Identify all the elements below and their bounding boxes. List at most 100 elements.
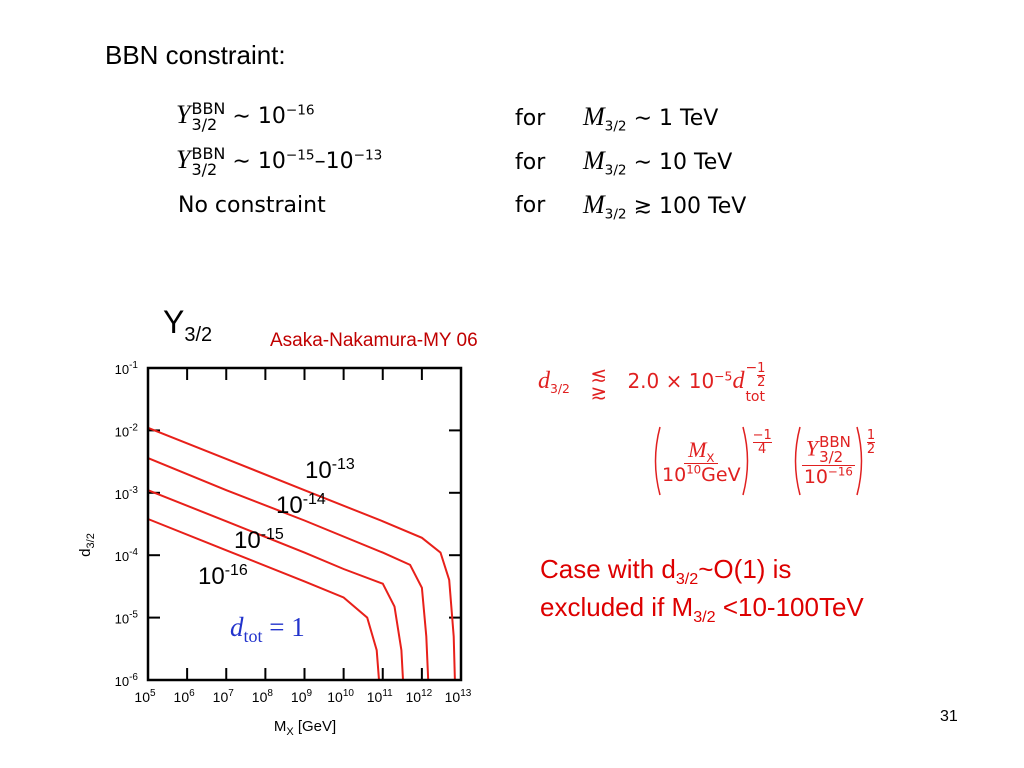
tick-base: 10 xyxy=(445,689,461,705)
pow1-num: 1 xyxy=(763,427,772,443)
label-exp: -15 xyxy=(261,526,284,543)
annotation: dtot = 1 xyxy=(230,612,305,646)
formula-line1: d3/2 ≲ ≳ 2.0 × 10−5d −1 2 tot xyxy=(538,360,766,405)
y-sub: 3/2 xyxy=(191,160,218,179)
x-tick-label: 107 xyxy=(213,688,235,705)
cond: ∼ 10 TeV xyxy=(633,150,733,175)
d2-exp-den: 2 xyxy=(757,375,766,390)
y-sup: BBN xyxy=(819,432,851,451)
constraint-lhs: Y BBN 3/2 ∼ 10−15–10−13 xyxy=(176,145,382,178)
rel2-exp: −13 xyxy=(353,147,383,164)
y-tick-label: 10-6 xyxy=(115,672,139,689)
d2-exp-sign: − xyxy=(745,360,758,376)
tick-base: 10 xyxy=(115,362,129,377)
tick-exp: -3 xyxy=(129,485,138,496)
paren xyxy=(794,426,801,496)
tick-base: 10 xyxy=(115,674,129,689)
tick-base: 10 xyxy=(406,689,422,705)
pow1-sign: − xyxy=(752,427,764,443)
rel-bottom: ≳ xyxy=(590,379,608,404)
heading: BBN constraint: xyxy=(105,40,286,70)
label-exp: -16 xyxy=(225,562,248,579)
rel: ∼ 10 xyxy=(232,149,286,174)
y-sub: 3/2 xyxy=(819,447,844,466)
paren xyxy=(856,426,863,496)
m: M xyxy=(583,102,605,131)
y-tick-label: 10-3 xyxy=(115,485,139,502)
pow2-den: 2 xyxy=(866,441,876,457)
line2-end: <10-100TeV xyxy=(715,592,864,622)
y: Y xyxy=(176,100,191,129)
curve-label: 10-16 xyxy=(198,562,248,590)
condition: M3/2 ∼ 1 TeV xyxy=(583,102,719,135)
label-base: 10 xyxy=(198,563,225,590)
tick-base: 10 xyxy=(134,689,150,705)
x-tick-label: 1012 xyxy=(406,688,433,705)
y-sup: BBN xyxy=(191,144,226,163)
tick-exp: 5 xyxy=(150,688,156,699)
annotation-end: = 1 xyxy=(263,612,305,642)
cond: ≳ 100 TeV xyxy=(633,194,747,219)
tick-exp: -6 xyxy=(129,672,138,683)
d-sub: 3/2 xyxy=(550,381,570,396)
xlabel: M xyxy=(274,718,287,735)
paren xyxy=(654,426,661,496)
x-tick-label: 1013 xyxy=(445,688,472,705)
ylabel-sub: 3/2 xyxy=(85,533,97,548)
x-tick-label: 105 xyxy=(134,688,156,705)
tick-base: 10 xyxy=(115,612,129,627)
relation: ≲ ≳ xyxy=(590,361,608,404)
d2-sub: tot xyxy=(745,389,765,405)
label-base: 10 xyxy=(305,457,332,484)
title-sub: 3/2 xyxy=(184,324,212,346)
y: Y xyxy=(176,145,191,174)
label-exp: -13 xyxy=(332,456,355,473)
tick-exp: 13 xyxy=(460,688,472,699)
cond: ∼ 1 TeV xyxy=(633,106,719,131)
for-label: for xyxy=(515,193,546,218)
tick-exp: 7 xyxy=(228,688,234,699)
rel-top: ≲ xyxy=(590,361,608,386)
tick-exp: -1 xyxy=(129,360,138,371)
rel-exp: −16 xyxy=(285,102,315,119)
y-den: 10 xyxy=(803,465,829,488)
tick-exp: 9 xyxy=(307,688,313,699)
constraint-lhs: Y BBN 3/2 ∼ 10−16 xyxy=(176,100,315,133)
formula-line2: MX 1010GeV −1 4 Y BBN 3/2 10−16 1 2 xyxy=(650,425,876,497)
label-exp: -14 xyxy=(303,491,326,508)
note-line: Case with d3/2~O(1) is xyxy=(540,550,864,588)
coef-exp: −5 xyxy=(714,368,733,384)
y-tick-label: 10-1 xyxy=(115,360,139,377)
line2: excluded if M xyxy=(540,592,694,622)
curve xyxy=(147,426,456,681)
label-base: 10 xyxy=(234,527,261,554)
m: M xyxy=(583,146,605,175)
y-tick-label: 10-4 xyxy=(115,547,139,564)
note-line: excluded if M3/2 <10-100TeV xyxy=(540,588,864,626)
mx: M xyxy=(688,436,707,462)
xlabel-end: [GeV] xyxy=(294,718,337,735)
tick-exp: 8 xyxy=(267,688,273,699)
y: Y xyxy=(805,435,819,460)
line1: Case with d xyxy=(540,554,676,584)
page-number: 31 xyxy=(940,708,958,725)
for-label: for xyxy=(515,106,546,131)
x-tick-label: 109 xyxy=(291,688,313,705)
tick-base: 10 xyxy=(115,424,129,439)
x-tick-label: 108 xyxy=(252,688,274,705)
curve xyxy=(147,457,430,681)
line2-sub: 3/2 xyxy=(693,608,716,627)
m-sub: 3/2 xyxy=(604,162,627,179)
m-sub: 3/2 xyxy=(604,118,627,135)
x-tick-label: 1010 xyxy=(327,688,354,705)
rel-exp: −15 xyxy=(285,147,315,164)
coef: 2.0 × 10 xyxy=(627,369,715,393)
curve-label: 10-13 xyxy=(305,456,355,484)
condition: M3/2 ∼ 10 TeV xyxy=(583,146,733,179)
line1-sub: 3/2 xyxy=(675,570,699,589)
d2-exp-num: 1 xyxy=(757,361,766,376)
curve-label: 10-14 xyxy=(276,491,326,519)
tick-exp: 11 xyxy=(382,688,393,699)
d: d xyxy=(538,368,550,394)
